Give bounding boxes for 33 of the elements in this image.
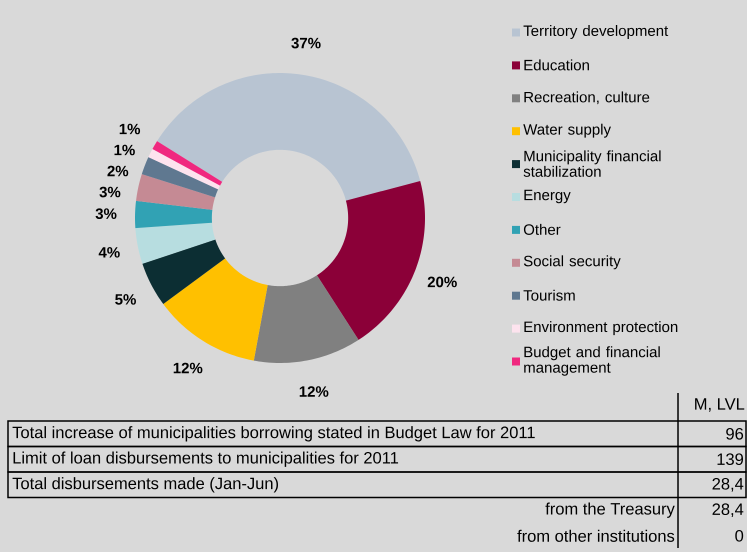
legend-label: Environment protection [524,321,678,336]
data-label: 4% [98,247,120,258]
legend-label: Other [524,224,560,235]
legend-label: Territory development [524,25,668,39]
legend-label: Budget and financial management [524,346,660,376]
text: Total increase of municipalities borrowing stated in Budget Law for 2011 [12,426,535,442]
text: M, LVL [695,398,744,412]
data-label: 3% [96,208,116,219]
data-label: 20% [428,276,457,288]
data-label: 37% [291,38,321,48]
text: Total disbursements made (Jan-Jun) [12,477,278,492]
legend-label: Social security [524,255,621,270]
text: Limit of loan disbursements to municipalities for 2011 [14,452,398,467]
data-label: 1% [114,144,135,156]
legend-label: Water supply [523,124,611,138]
text: from other institutions [517,530,674,542]
data-label: 12% [174,362,202,374]
legend-label: Energy [524,190,571,204]
data-label: 12% [300,386,328,397]
text: from the Treasury [545,502,675,518]
legend-label: Recreation, culture [524,91,650,104]
data-label: 1% [120,124,140,134]
text: 139 [718,453,744,466]
data-label: 3% [99,186,120,198]
legend-label: Education [524,59,589,70]
legend-label: Tourism [524,290,575,301]
data-label: 2% [107,166,128,176]
data-label: 5% [115,294,136,305]
text: 28,4 [712,478,744,492]
legend-label: Municipality financial stabilization [524,150,661,177]
text: 28,4 [712,503,744,518]
text: 0 [735,530,744,542]
text: 96 [726,428,744,440]
